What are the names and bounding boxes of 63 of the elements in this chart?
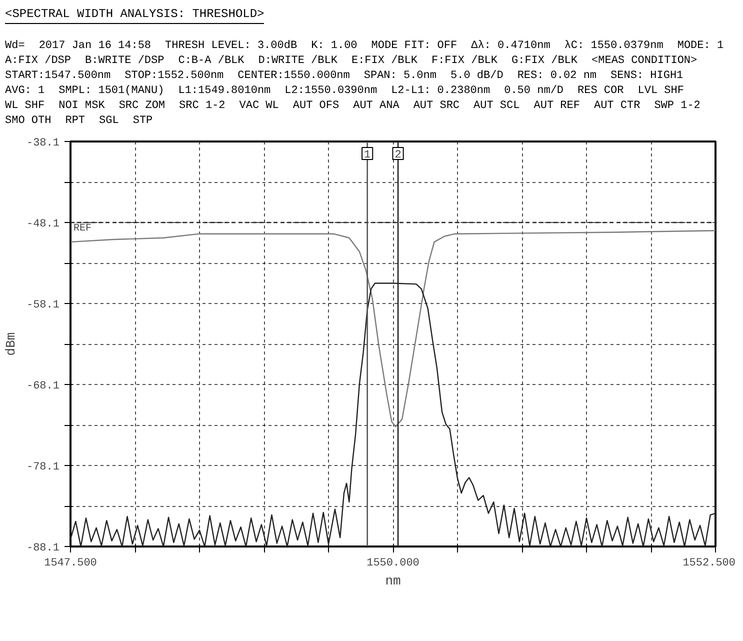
text: K: 1.00 (311, 39, 358, 54)
text: Δλ: 0.4710nm (471, 39, 550, 54)
line-series (70, 230, 716, 428)
text: F:FIX /BLK (431, 54, 498, 70)
y-tick-label: -68.1 (26, 380, 60, 393)
text: RPT (65, 114, 86, 130)
x-tick-label: 1547.500 (44, 558, 97, 570)
text: SMPL: 1501(MANU) (58, 84, 164, 100)
text: AUT ANA (353, 99, 400, 114)
y-axis-title: dBm (3, 332, 18, 356)
ref-line-label: REF (74, 224, 92, 235)
text: 5.0 dB/D (450, 69, 504, 84)
text: SPAN: 5.0nm (364, 69, 436, 84)
y-tick-label: -38.1 (26, 138, 60, 150)
text: SRC 1-2 (179, 99, 226, 114)
text: L1:1549.8010nm (178, 84, 271, 100)
text: STP (132, 114, 153, 130)
text: L2:1550.0390nm (284, 84, 378, 100)
text: <MEAS CONDITION> (592, 54, 698, 70)
text: D:WRITE /BLK (258, 54, 338, 70)
text: LVL SHF (638, 84, 684, 100)
text: CENTER:1550.000nm (238, 69, 350, 84)
x-tick-label: 1552.500 (682, 558, 736, 570)
text: NOI MSK (58, 99, 105, 114)
chart-title: <SPECTRAL WIDTH ANALYSIS: THRESHOLD> (5, 6, 264, 24)
annotation: 2 (394, 150, 402, 162)
y-tick-label: -88.1 (26, 542, 60, 555)
text: AUT OFS (292, 99, 340, 114)
text: C:B-A /BLK (178, 54, 244, 70)
x-axis-title: nm (385, 574, 401, 589)
text: MODE FIT: OFF (371, 39, 458, 54)
text: 2017 Jan 16 14:58 (38, 39, 152, 54)
y-tick-label: -48.1 (26, 218, 60, 231)
text: VAC WL (239, 99, 279, 114)
text: B:WRITE /DSP (85, 54, 164, 70)
y-tick-label: -58.1 (26, 300, 60, 312)
text: SMO OTH (5, 114, 52, 130)
text: RES: 0.02 nm (517, 69, 597, 84)
annotation: 1 (364, 150, 372, 162)
text: RES COR (578, 84, 624, 100)
text: SWP 1-2 (654, 99, 700, 114)
text: AUT SCL (474, 99, 520, 114)
text: L2-L1: 0.2380nm (391, 84, 490, 100)
text: MODE: 1 (677, 39, 724, 54)
text: SENS: HIGH1 (610, 69, 684, 84)
text: 0.50 nm/D (504, 84, 564, 100)
text: A:FIX /DSP (5, 54, 72, 70)
text: AUT SRC (413, 99, 460, 114)
text: SGL (99, 114, 119, 130)
text: AVG: 1 (5, 84, 45, 100)
text: G:FIX /BLK (512, 54, 578, 70)
x-tick-label: 1550.000 (366, 558, 420, 570)
text: WL SHF (5, 99, 45, 114)
text: SRC ZOM (118, 99, 166, 114)
text: Wd= (5, 39, 25, 54)
text: AUT CTR (594, 99, 640, 114)
text: THRESH LEVEL: 3.00dB (165, 39, 298, 54)
text: STOP:1552.500nm (124, 69, 224, 84)
y-tick-label: -78.1 (26, 462, 60, 474)
text: E:FIX /BLK (351, 54, 418, 70)
text: START:1547.500nm (5, 69, 111, 84)
text: AUT REF (534, 99, 580, 114)
text: λC: 1550.0379nm (564, 39, 664, 54)
